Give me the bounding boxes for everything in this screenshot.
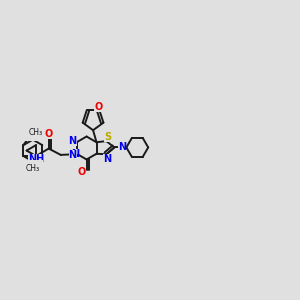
Text: CH₃: CH₃ [26,164,40,173]
Text: O: O [26,128,34,138]
Text: O: O [78,167,86,176]
Text: N: N [68,150,77,160]
Text: CH₃: CH₃ [29,128,43,137]
Text: N: N [68,136,77,146]
Text: S: S [104,132,111,142]
Text: O: O [44,129,53,139]
Text: N: N [71,149,79,159]
Text: N: N [118,142,126,152]
Text: O: O [94,102,103,112]
Text: NH: NH [28,154,44,164]
Text: N: N [103,154,112,164]
